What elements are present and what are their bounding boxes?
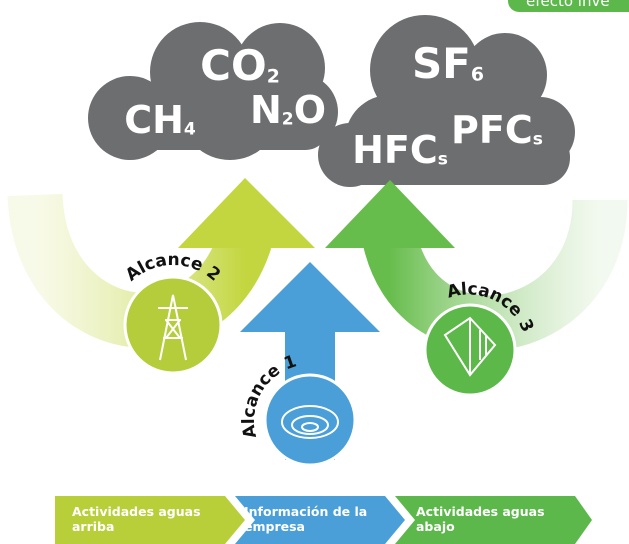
scope-2: Alcance 2 — [122, 250, 224, 373]
banner-label: Información de la empresa — [244, 504, 374, 534]
gas-subscript: 6 — [471, 63, 484, 85]
gas-subscript: s — [438, 150, 448, 170]
gas-symbol: HFC — [352, 128, 438, 172]
gas-subscript: s — [533, 130, 543, 150]
gas-symbol: SF — [412, 39, 471, 88]
canvas: efecto inve CO2CH4N2OSF6HFCsPFCs Alcance… — [0, 0, 629, 544]
banner-label: Actividades aguas arriba — [72, 504, 212, 534]
gas-subscript: 4 — [184, 120, 196, 140]
arrow-head — [178, 178, 315, 248]
gas-subscript: 2 — [267, 65, 280, 87]
gas-symbol: PFC — [451, 108, 533, 152]
gas-symbol: O — [294, 88, 326, 132]
gas-symbol: CH — [124, 98, 184, 142]
gas-symbol: N — [250, 88, 282, 132]
diagram: efecto inve CO2CH4N2OSF6HFCsPFCs Alcance… — [0, 0, 629, 544]
badge-text: efecto inve — [526, 0, 610, 10]
arrow-head — [325, 180, 455, 248]
gas-formula: HFCs — [352, 128, 448, 172]
badge: efecto inve — [508, 0, 629, 12]
gas-formula: PFCs — [451, 108, 543, 152]
banner-label: Actividades aguas abajo — [416, 504, 556, 534]
gas-subscript: 2 — [282, 110, 294, 130]
gas-symbol: CO — [200, 41, 267, 90]
scope-1: Alcance 1 — [239, 351, 355, 465]
